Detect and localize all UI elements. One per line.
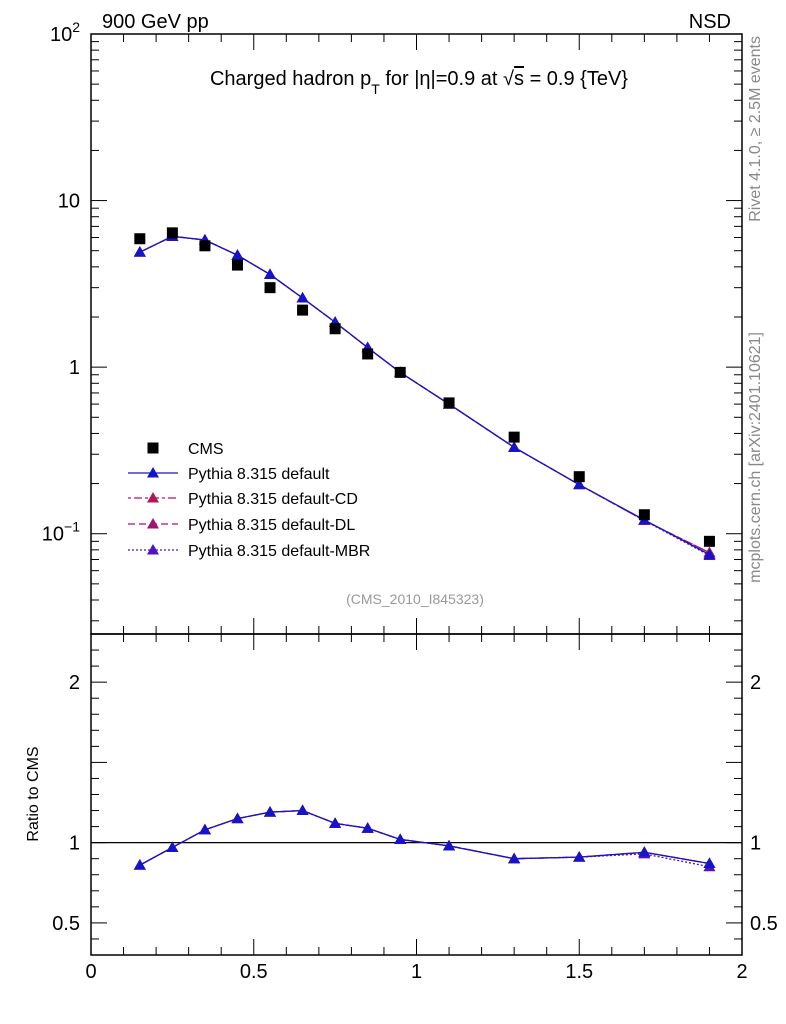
chart-title-pre: Charged hadron p <box>210 68 371 90</box>
x-tick-label: 1.5 <box>565 961 593 983</box>
series-marker-0 <box>296 292 309 303</box>
cms-data-point <box>573 471 585 483</box>
y-tick-label: 1 <box>69 357 80 379</box>
y-tick-label-exponent: 2 <box>72 19 80 35</box>
series-marker-0 <box>231 249 244 260</box>
ratio-axis-label: Ratio to CMS <box>25 746 42 841</box>
cms-data-point <box>638 509 650 521</box>
ratio-panel: 0.5 0.5 1 1 2 2 0 0.5 1 1.5 2 Ratio to CMS <box>25 633 778 983</box>
ratio-y-tick-label-right: 0.5 <box>750 913 778 935</box>
ratio-line-2 <box>139 809 710 866</box>
header-right-label: NSD <box>689 11 731 33</box>
y-tick-label: 10 <box>58 191 80 213</box>
y-tick-label: 102 <box>50 19 80 46</box>
series-marker-0 <box>703 548 716 560</box>
series-marker-0 <box>264 268 277 279</box>
cms-data-point <box>297 304 309 316</box>
x-tick-label: 0 <box>85 961 96 983</box>
ratio-axis-ticks: 0.5 0.5 1 1 2 2 0 0.5 1 1.5 2 <box>52 633 778 983</box>
header-left-label: 900 GeV pp <box>102 11 209 33</box>
chart-title-sub: T <box>371 81 380 97</box>
ratio-marker-0 <box>394 833 407 844</box>
ratio-curves <box>133 804 716 872</box>
cms-data-point <box>166 227 178 239</box>
cms-data-point <box>264 282 276 294</box>
analysis-label: (CMS_2010_I845323) <box>346 591 484 607</box>
cms-data-point <box>443 397 455 409</box>
cms-data-point <box>231 259 243 271</box>
legend-marker-2 <box>147 518 159 529</box>
rivet-version-label: Rivet 4.1.0, ≥ 2.5M events <box>747 36 764 222</box>
legend-marker-3 <box>147 544 159 555</box>
ratio-y-tick-label-left: 1 <box>69 833 80 855</box>
chart-title: Charged hadron pT for |η|=0.9 at √s = 0.… <box>210 68 628 97</box>
legend-label-0: Pythia 8.315 default <box>188 466 330 483</box>
series-marker-0 <box>573 478 586 490</box>
ratio-line-0 <box>139 809 710 866</box>
ratio-line-1 <box>139 809 710 866</box>
cms-data-point <box>394 366 406 378</box>
y-tick-label-exponent: −1 <box>64 519 80 535</box>
y-tick-label-base: 1 <box>69 357 80 379</box>
y-tick-label-base: 10 <box>42 524 64 546</box>
series-marker-0 <box>508 441 521 452</box>
chart-title-s: s <box>514 68 524 90</box>
ratio-marker-0 <box>329 817 342 828</box>
legend-marker-0 <box>147 467 159 478</box>
ratio-y-tick-label-left: 0.5 <box>52 913 80 935</box>
legend-label-1: Pythia 8.315 default-CD <box>188 491 358 508</box>
ratio-y-tick-label-right: 1 <box>750 833 761 855</box>
ratio-marker-0 <box>573 851 586 862</box>
cms-data-point <box>362 348 374 360</box>
mcplots-label: mcplots.cern.ch [arXiv:2401.10621] <box>747 332 764 583</box>
cms-data-point <box>703 535 715 547</box>
y-tick-label-base: 10 <box>58 191 80 213</box>
cms-data-point <box>329 323 341 335</box>
y-tick-label: 10−1 <box>42 519 80 546</box>
ratio-marker-0 <box>508 852 521 864</box>
ratio-marker-0 <box>264 806 277 817</box>
cms-data-point <box>134 233 146 245</box>
ratio-marker-0 <box>443 839 456 851</box>
series-marker-0 <box>133 246 146 257</box>
ratio-marker-0 <box>133 859 146 870</box>
ratio-marker-0 <box>638 846 651 857</box>
ratio-marker-0 <box>296 804 309 816</box>
ratio-marker-0 <box>166 841 179 852</box>
y-tick-label-base: 10 <box>50 24 72 46</box>
x-tick-label: 2 <box>736 961 747 983</box>
legend-marker-1 <box>147 492 159 503</box>
legend: CMS Pythia 8.315 default Pythia 8.315 defa… <box>128 441 370 560</box>
legend-label-3: Pythia 8.315 default-MBR <box>188 543 370 560</box>
legend-cms-label: CMS <box>188 441 224 458</box>
cms-data-point <box>508 431 520 443</box>
x-tick-label: 1 <box>411 961 422 983</box>
ratio-marker-0 <box>703 857 716 869</box>
chart-title-mid: for |η|=0.9 at <box>380 68 503 90</box>
x-tick-label: 0.5 <box>240 961 268 983</box>
ratio-y-tick-label-right: 2 <box>750 672 761 694</box>
legend-label-2: Pythia 8.315 default-DL <box>188 517 355 534</box>
ratio-y-tick-label-left: 2 <box>69 672 80 694</box>
legend-cms-marker <box>147 442 159 454</box>
ratio-marker-0 <box>231 812 244 824</box>
cms-data-point <box>199 240 211 252</box>
ratio-marker-0 <box>198 823 211 835</box>
main-curves <box>133 227 716 560</box>
chart-title-post: = 0.9 {TeV} <box>524 68 628 90</box>
ratio-marker-0 <box>361 822 374 833</box>
chart-title-sqrt: √ <box>503 68 514 90</box>
ratio-panel-frame <box>90 633 743 956</box>
ratio-line-3 <box>139 809 710 868</box>
